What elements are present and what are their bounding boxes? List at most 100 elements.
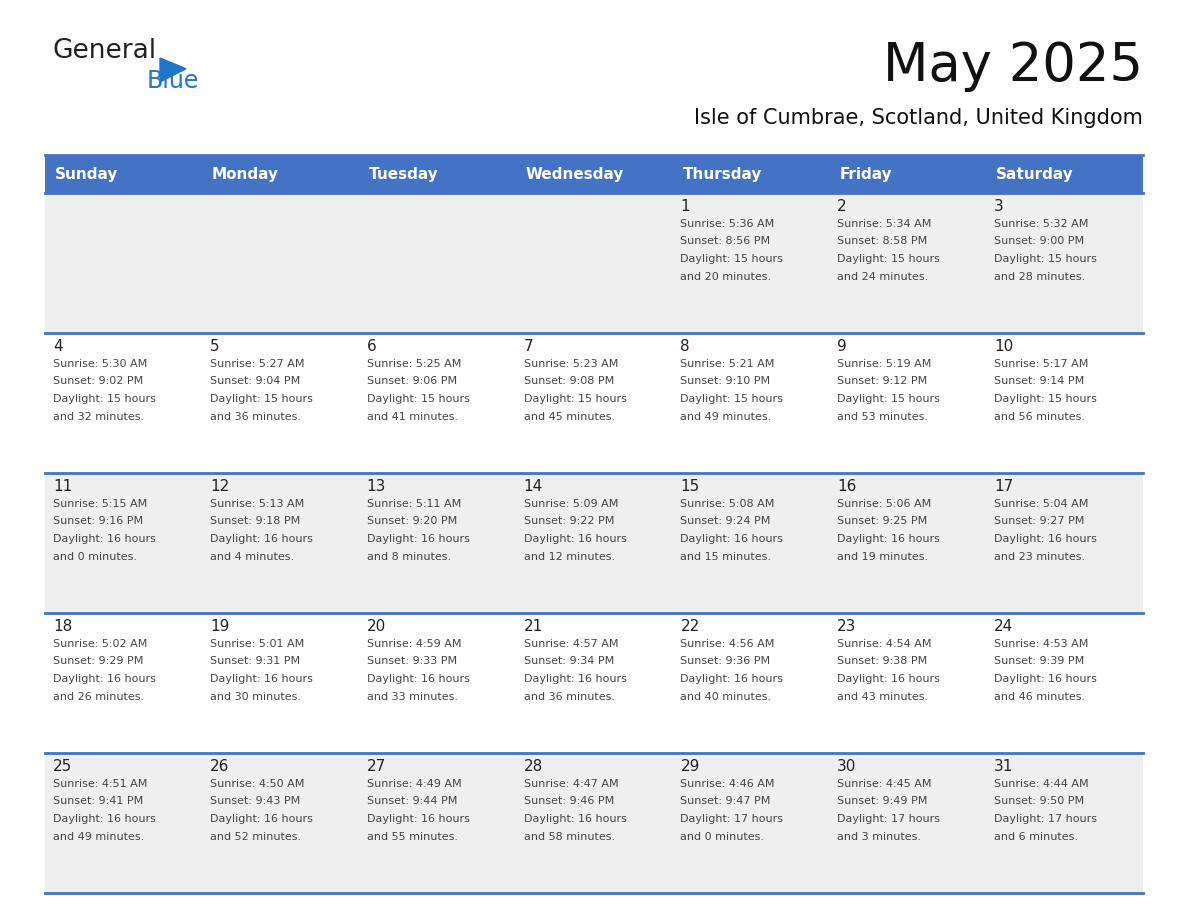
Text: Sunrise: 4:44 AM: Sunrise: 4:44 AM	[994, 779, 1088, 789]
Text: Sunset: 9:33 PM: Sunset: 9:33 PM	[367, 656, 457, 666]
Text: 4: 4	[53, 339, 63, 354]
Text: Sunrise: 4:53 AM: Sunrise: 4:53 AM	[994, 639, 1088, 649]
Text: Daylight: 15 hours: Daylight: 15 hours	[994, 394, 1097, 404]
Text: 22: 22	[681, 619, 700, 634]
Polygon shape	[160, 58, 187, 82]
Text: Daylight: 16 hours: Daylight: 16 hours	[367, 674, 469, 684]
Text: Daylight: 16 hours: Daylight: 16 hours	[994, 534, 1097, 544]
Text: Sunrise: 5:06 AM: Sunrise: 5:06 AM	[838, 499, 931, 509]
Text: Daylight: 16 hours: Daylight: 16 hours	[210, 814, 312, 824]
Text: 21: 21	[524, 619, 543, 634]
Text: Sunset: 9:08 PM: Sunset: 9:08 PM	[524, 376, 614, 386]
Text: Sunset: 9:22 PM: Sunset: 9:22 PM	[524, 517, 614, 527]
Bar	[45, 333, 1143, 473]
Text: Sunset: 9:10 PM: Sunset: 9:10 PM	[681, 376, 771, 386]
Bar	[45, 155, 202, 193]
Text: and 26 minutes.: and 26 minutes.	[53, 691, 144, 701]
Text: and 4 minutes.: and 4 minutes.	[210, 552, 293, 562]
Text: Sunrise: 5:17 AM: Sunrise: 5:17 AM	[994, 359, 1088, 369]
Text: Sunset: 9:04 PM: Sunset: 9:04 PM	[210, 376, 301, 386]
Text: Daylight: 16 hours: Daylight: 16 hours	[210, 674, 312, 684]
Text: Daylight: 16 hours: Daylight: 16 hours	[367, 534, 469, 544]
Text: Sunrise: 5:19 AM: Sunrise: 5:19 AM	[838, 359, 931, 369]
Text: Sunrise: 5:09 AM: Sunrise: 5:09 AM	[524, 499, 618, 509]
Text: 16: 16	[838, 479, 857, 494]
Text: 30: 30	[838, 759, 857, 774]
Text: Tuesday: Tuesday	[368, 166, 438, 182]
Text: Sunrise: 5:23 AM: Sunrise: 5:23 AM	[524, 359, 618, 369]
Text: Sunset: 9:39 PM: Sunset: 9:39 PM	[994, 656, 1085, 666]
Text: Daylight: 15 hours: Daylight: 15 hours	[838, 394, 940, 404]
Text: Daylight: 15 hours: Daylight: 15 hours	[994, 254, 1097, 264]
Text: Sunrise: 4:47 AM: Sunrise: 4:47 AM	[524, 779, 618, 789]
Text: 9: 9	[838, 339, 847, 354]
Text: Daylight: 16 hours: Daylight: 16 hours	[53, 814, 156, 824]
Text: Sunset: 9:47 PM: Sunset: 9:47 PM	[681, 797, 771, 807]
Text: and 55 minutes.: and 55 minutes.	[367, 832, 457, 842]
Text: and 33 minutes.: and 33 minutes.	[367, 691, 457, 701]
Text: and 40 minutes.: and 40 minutes.	[681, 691, 771, 701]
Text: Daylight: 15 hours: Daylight: 15 hours	[53, 394, 156, 404]
Text: Sunset: 9:46 PM: Sunset: 9:46 PM	[524, 797, 614, 807]
Text: and 56 minutes.: and 56 minutes.	[994, 411, 1085, 421]
Bar	[202, 155, 359, 193]
Text: and 36 minutes.: and 36 minutes.	[210, 411, 301, 421]
Text: 6: 6	[367, 339, 377, 354]
Text: 27: 27	[367, 759, 386, 774]
Text: Daylight: 15 hours: Daylight: 15 hours	[681, 394, 783, 404]
Text: Sunset: 9:27 PM: Sunset: 9:27 PM	[994, 517, 1085, 527]
Text: Daylight: 16 hours: Daylight: 16 hours	[838, 674, 940, 684]
Text: Sunrise: 4:54 AM: Sunrise: 4:54 AM	[838, 639, 931, 649]
Text: and 45 minutes.: and 45 minutes.	[524, 411, 614, 421]
Text: Sunrise: 5:27 AM: Sunrise: 5:27 AM	[210, 359, 304, 369]
Text: and 8 minutes.: and 8 minutes.	[367, 552, 450, 562]
Text: Sunrise: 5:02 AM: Sunrise: 5:02 AM	[53, 639, 147, 649]
Text: Daylight: 15 hours: Daylight: 15 hours	[681, 254, 783, 264]
Text: 28: 28	[524, 759, 543, 774]
Text: 20: 20	[367, 619, 386, 634]
Text: and 0 minutes.: and 0 minutes.	[681, 832, 764, 842]
Text: Sunset: 9:06 PM: Sunset: 9:06 PM	[367, 376, 457, 386]
Text: and 3 minutes.: and 3 minutes.	[838, 832, 921, 842]
Text: Daylight: 17 hours: Daylight: 17 hours	[994, 814, 1098, 824]
Text: 3: 3	[994, 199, 1004, 214]
Text: Daylight: 16 hours: Daylight: 16 hours	[524, 674, 626, 684]
Bar	[516, 155, 672, 193]
Bar	[45, 473, 1143, 613]
Text: Sunset: 9:20 PM: Sunset: 9:20 PM	[367, 517, 457, 527]
Text: Sunday: Sunday	[55, 166, 119, 182]
Text: Daylight: 16 hours: Daylight: 16 hours	[53, 674, 156, 684]
Text: Sunset: 9:16 PM: Sunset: 9:16 PM	[53, 517, 143, 527]
Text: and 0 minutes.: and 0 minutes.	[53, 552, 137, 562]
Text: 11: 11	[53, 479, 72, 494]
Text: Sunrise: 4:59 AM: Sunrise: 4:59 AM	[367, 639, 461, 649]
Text: 31: 31	[994, 759, 1013, 774]
Text: and 28 minutes.: and 28 minutes.	[994, 272, 1086, 282]
Text: and 41 minutes.: and 41 minutes.	[367, 411, 457, 421]
Text: and 12 minutes.: and 12 minutes.	[524, 552, 614, 562]
Text: Sunrise: 5:34 AM: Sunrise: 5:34 AM	[838, 219, 931, 229]
Text: and 52 minutes.: and 52 minutes.	[210, 832, 301, 842]
Text: and 15 minutes.: and 15 minutes.	[681, 552, 771, 562]
Text: 18: 18	[53, 619, 72, 634]
Text: and 32 minutes.: and 32 minutes.	[53, 411, 144, 421]
Text: Daylight: 15 hours: Daylight: 15 hours	[838, 254, 940, 264]
Text: Sunset: 8:56 PM: Sunset: 8:56 PM	[681, 237, 771, 247]
Text: Friday: Friday	[839, 166, 892, 182]
Text: 7: 7	[524, 339, 533, 354]
Text: General: General	[52, 38, 156, 64]
Text: Wednesday: Wednesday	[525, 166, 624, 182]
Text: Sunrise: 5:11 AM: Sunrise: 5:11 AM	[367, 499, 461, 509]
Text: Sunset: 8:58 PM: Sunset: 8:58 PM	[838, 237, 928, 247]
Bar	[45, 193, 1143, 333]
Text: Sunrise: 5:32 AM: Sunrise: 5:32 AM	[994, 219, 1088, 229]
Text: 2: 2	[838, 199, 847, 214]
Text: Isle of Cumbrae, Scotland, United Kingdom: Isle of Cumbrae, Scotland, United Kingdo…	[694, 108, 1143, 128]
Text: Sunrise: 5:04 AM: Sunrise: 5:04 AM	[994, 499, 1088, 509]
Text: Sunset: 9:34 PM: Sunset: 9:34 PM	[524, 656, 614, 666]
Text: Blue: Blue	[147, 69, 200, 93]
Text: Sunset: 9:14 PM: Sunset: 9:14 PM	[994, 376, 1085, 386]
Bar	[45, 753, 1143, 893]
Text: Sunset: 9:41 PM: Sunset: 9:41 PM	[53, 797, 144, 807]
Text: and 30 minutes.: and 30 minutes.	[210, 691, 301, 701]
